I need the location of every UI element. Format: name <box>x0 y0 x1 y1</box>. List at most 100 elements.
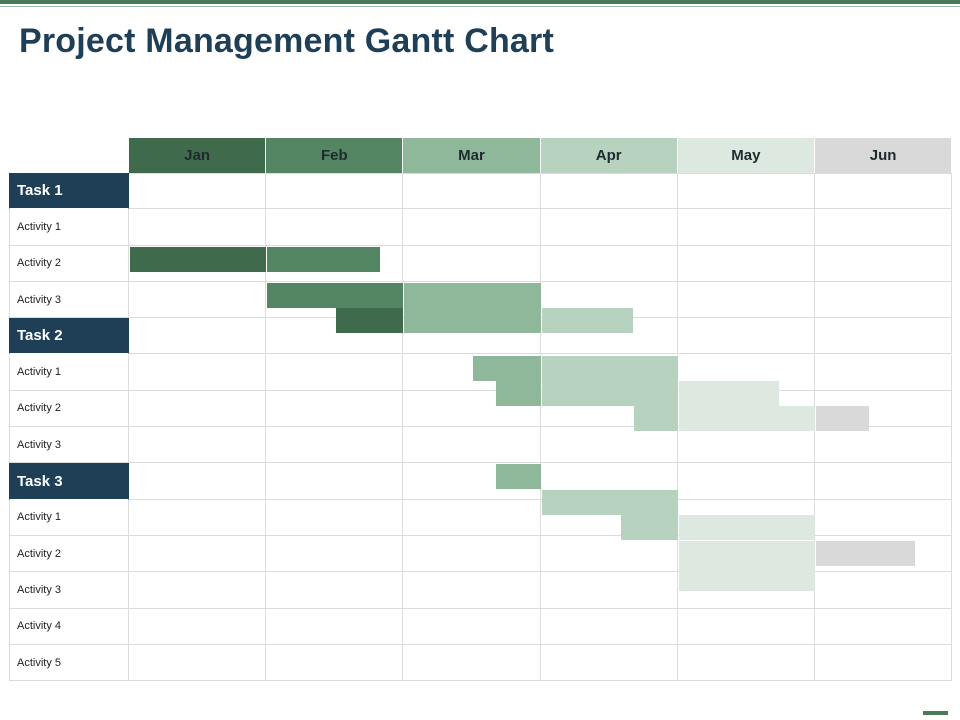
gantt-bar <box>404 282 541 308</box>
grid-cell <box>403 427 541 464</box>
grid-cell <box>815 354 953 391</box>
month-header-jun: Jun <box>815 138 953 173</box>
month-header-feb: Feb <box>266 138 404 173</box>
gantt-bar <box>404 308 541 334</box>
month-header-mar: Mar <box>403 138 541 173</box>
activity-label: Activity 3 <box>9 427 129 464</box>
grid-cell <box>129 427 267 464</box>
gantt-bar <box>267 282 404 308</box>
grid-cell <box>540 536 678 573</box>
gantt-bar <box>678 515 815 541</box>
activity-label: Activity 3 <box>9 281 129 319</box>
gantt-bar <box>541 380 678 406</box>
grid-cell <box>403 499 541 536</box>
grid-cell <box>815 318 953 355</box>
grid-cell <box>815 572 953 609</box>
grid-cell <box>129 209 267 246</box>
gantt-bar <box>816 406 869 432</box>
activity-label: Activity 1 <box>9 354 129 391</box>
grid-cell <box>815 608 953 645</box>
grid-cell <box>403 173 541 210</box>
month-header-apr: Apr <box>540 138 678 173</box>
task-label: Task 2 <box>9 318 129 355</box>
gantt-bar <box>678 406 815 432</box>
grid-cell <box>266 644 404 682</box>
grid-cell <box>266 354 404 391</box>
gantt-bar <box>678 380 780 406</box>
grid-cell <box>815 499 953 536</box>
grid-cell <box>540 173 678 210</box>
grid-cell <box>266 209 404 246</box>
activity-label: Activity 2 <box>9 390 129 428</box>
gantt-bar <box>621 515 678 541</box>
grid-cell <box>403 245 541 282</box>
gantt-bar <box>541 355 678 381</box>
grid-cell <box>403 644 541 682</box>
top-accent-bar <box>0 0 960 4</box>
grid-cell <box>403 536 541 573</box>
page-title: Project Management Gantt Chart <box>19 22 554 60</box>
grid-cell <box>266 499 404 536</box>
grid-cell <box>677 209 815 246</box>
grid-cell <box>815 245 953 282</box>
gantt-bar <box>335 308 404 334</box>
grid-cell <box>266 536 404 573</box>
grid-cell <box>677 281 815 319</box>
grid-cell <box>266 427 404 464</box>
grid-cell <box>540 245 678 282</box>
grid-cell <box>266 572 404 609</box>
grid-cell <box>129 173 267 210</box>
grid-cell <box>815 463 953 500</box>
grid-cell <box>677 173 815 210</box>
grid-cell <box>677 318 815 355</box>
grid-cell <box>129 608 267 645</box>
grid-cell <box>129 390 267 428</box>
grid-cell <box>266 390 404 428</box>
activity-label: Activity 4 <box>9 608 129 645</box>
activity-label: Activity 2 <box>9 536 129 573</box>
gantt-bar <box>496 464 541 490</box>
grid-cell <box>129 644 267 682</box>
month-header-jan: Jan <box>129 138 267 173</box>
grid-cell <box>677 245 815 282</box>
grid-cell <box>540 209 678 246</box>
task-label: Task 1 <box>9 173 129 210</box>
activity-label: Activity 5 <box>9 644 129 682</box>
grid-cell <box>266 173 404 210</box>
task-label: Task 3 <box>9 463 129 500</box>
grid-cell <box>403 608 541 645</box>
gantt-bar <box>496 380 541 406</box>
month-header-may: May <box>677 138 815 173</box>
grid-cell <box>129 281 267 319</box>
grid-cell <box>129 354 267 391</box>
grid-cell <box>677 608 815 645</box>
gantt-bar <box>541 489 678 515</box>
grid-cell <box>540 608 678 645</box>
grid-cell <box>540 427 678 464</box>
activity-label: Activity 3 <box>9 572 129 609</box>
grid-cell <box>266 463 404 500</box>
grid-cell <box>129 318 267 355</box>
grid-cell <box>815 281 953 319</box>
gantt-bar <box>267 246 381 272</box>
gantt-bar <box>633 406 678 432</box>
top-accent-line <box>0 6 960 7</box>
grid-cell <box>677 427 815 464</box>
gantt-bar <box>541 308 633 334</box>
grid-cell <box>129 572 267 609</box>
grid-cell <box>129 499 267 536</box>
grid-cell <box>815 173 953 210</box>
gantt-bar <box>678 566 815 592</box>
grid-cell <box>129 463 267 500</box>
grid-cell <box>540 644 678 682</box>
activity-label: Activity 1 <box>9 209 129 246</box>
grid-cell <box>403 209 541 246</box>
gantt-bar <box>678 540 815 566</box>
grid-cell <box>815 209 953 246</box>
gantt-bar <box>473 355 541 381</box>
gantt-bar <box>816 540 916 566</box>
grid-cell <box>403 572 541 609</box>
grid-cell <box>266 608 404 645</box>
gantt-bar <box>130 246 267 272</box>
grid-cell <box>815 427 953 464</box>
